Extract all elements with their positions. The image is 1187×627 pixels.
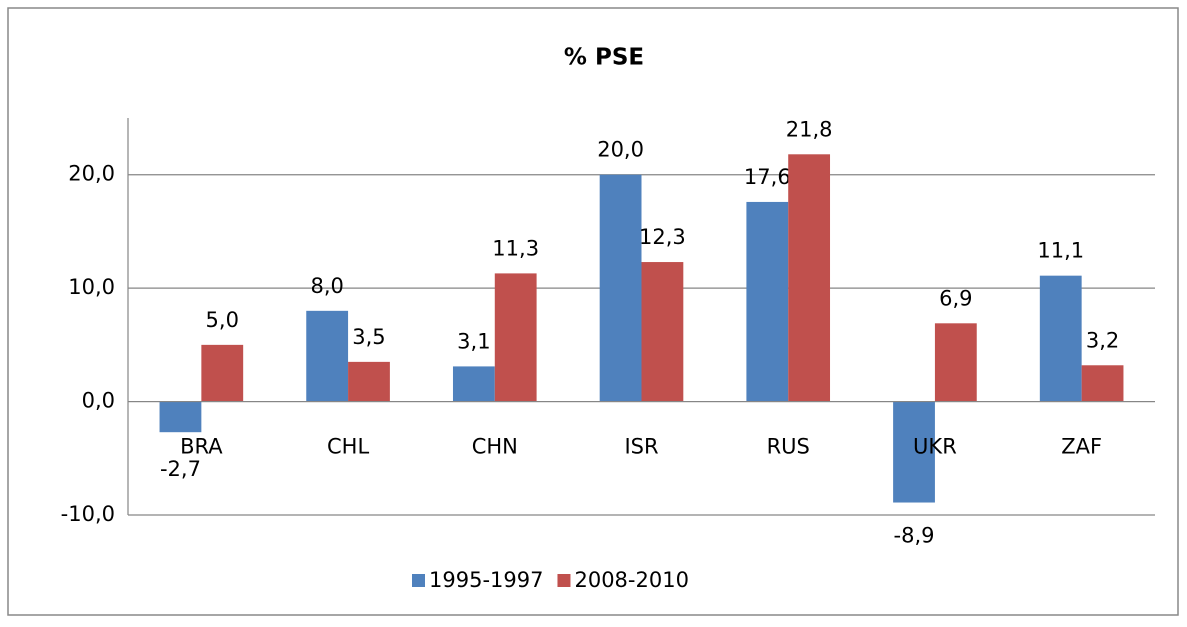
bar [1039, 275, 1082, 402]
bar [494, 273, 537, 402]
x-tick-label: UKR [913, 435, 957, 459]
chart-title: % PSE [564, 45, 644, 71]
y-tick-label: 20,0 [68, 162, 115, 186]
bar [746, 201, 789, 402]
data-label: 3,1 [457, 329, 490, 353]
x-tick-label: ZAF [1061, 435, 1102, 459]
bar [893, 401, 935, 503]
bar [599, 174, 642, 402]
legend-label: 1995-1997 [429, 568, 543, 592]
data-label: 20,0 [597, 138, 644, 162]
bar [348, 361, 390, 402]
y-tick-label: -10,0 [61, 502, 115, 526]
bar [1081, 365, 1124, 402]
data-label: 11,1 [1037, 239, 1084, 263]
bar [788, 154, 831, 402]
bar [934, 323, 977, 402]
bar [159, 401, 202, 433]
bar [452, 366, 495, 402]
legend-swatch [412, 574, 425, 587]
x-tick-label: CHN [472, 435, 518, 459]
data-label: 6,9 [939, 286, 972, 310]
data-label: 5,0 [206, 308, 239, 332]
data-label: -2,7 [160, 457, 201, 481]
data-label: 8,0 [310, 274, 343, 298]
data-label: 21,8 [786, 117, 833, 141]
bar [641, 262, 684, 402]
y-tick-label: 0,0 [82, 389, 115, 413]
x-tick-label: BRA [180, 435, 223, 459]
data-label: 12,3 [639, 225, 686, 249]
data-label: 3,2 [1086, 328, 1119, 352]
bar [201, 344, 244, 402]
x-tick-label: RUS [767, 435, 810, 459]
data-label: 17,6 [744, 165, 791, 189]
data-label: 3,5 [352, 325, 385, 349]
data-label: -8,9 [894, 524, 935, 548]
bar [306, 310, 349, 402]
legend-swatch [557, 574, 571, 587]
legend-label: 2008-2010 [574, 568, 688, 592]
x-tick-label: ISR [624, 435, 658, 459]
data-label: 11,3 [492, 236, 539, 260]
x-tick-label: CHL [327, 435, 369, 459]
chart-frame [7, 7, 1179, 616]
y-tick-label: 10,0 [68, 275, 115, 299]
